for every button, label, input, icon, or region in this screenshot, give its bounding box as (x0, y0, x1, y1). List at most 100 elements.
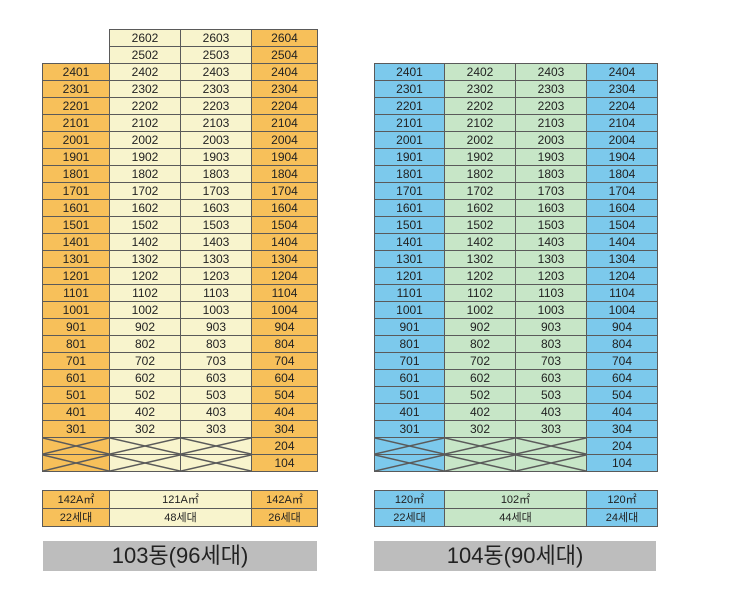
unit-cell: 604 (586, 369, 658, 387)
unit-cell: 1104 (586, 284, 658, 302)
cross-out-icon (109, 437, 181, 455)
unit-cell: 1204 (586, 267, 658, 285)
unit-cell: 803 (180, 335, 252, 353)
unit-cell: 1502 (109, 216, 181, 234)
unit-cell: 2203 (180, 97, 252, 115)
unit-cell: 2204 (251, 97, 318, 115)
unit-cell: 1201 (42, 267, 110, 285)
unit-cell: 502 (444, 386, 516, 404)
cross-out-icon (180, 437, 252, 455)
cross-out-icon (374, 437, 445, 455)
unit-cell: 2204 (586, 97, 658, 115)
unit-cell: 1602 (444, 199, 516, 217)
unit-cell: 1302 (444, 250, 516, 268)
unit-cell: 1904 (586, 148, 658, 166)
unit-type-cell: 120㎡ (374, 490, 445, 509)
unit-cell: 702 (444, 352, 516, 370)
unit-cell: 702 (109, 352, 181, 370)
unit-cell: 204 (251, 437, 318, 455)
unit-cell: 1901 (42, 148, 110, 166)
unit-cell: 2302 (444, 80, 516, 98)
unit-cell: 504 (586, 386, 658, 404)
unit-cell: 601 (374, 369, 445, 387)
unit-cell: 501 (42, 386, 110, 404)
unit-cell: 1804 (251, 165, 318, 183)
cross-out-icon (42, 454, 110, 472)
unit-cell: 2603 (180, 29, 252, 47)
unit-cell: 1002 (109, 301, 181, 319)
unit-cell: 704 (251, 352, 318, 370)
unit-cell: 2102 (444, 114, 516, 132)
unit-cell: 1704 (586, 182, 658, 200)
unit-cell: 1602 (109, 199, 181, 217)
unit-cell: 1902 (444, 148, 516, 166)
unit-cell: 1103 (180, 284, 252, 302)
unit-cell: 2503 (180, 46, 252, 64)
unit-cell: 1601 (374, 199, 445, 217)
unit-cell: 1004 (586, 301, 658, 319)
unit-cell: 1101 (374, 284, 445, 302)
unit-cell: 701 (42, 352, 110, 370)
unit-cell: 2201 (42, 97, 110, 115)
unit-cell: 402 (109, 403, 181, 421)
unit-cell: 1703 (180, 182, 252, 200)
unit-cell: 803 (515, 335, 587, 353)
unit-cell: 2404 (586, 63, 658, 81)
unit-cell: 1202 (109, 267, 181, 285)
unit-cell: 301 (374, 420, 445, 438)
unit-cell: 1301 (374, 250, 445, 268)
household-count-cell: 22세대 (42, 508, 110, 527)
unit-cell: 2301 (42, 80, 110, 98)
unit-cell: 904 (251, 318, 318, 336)
unit-cell: 1801 (374, 165, 445, 183)
unit-cell: 2003 (180, 131, 252, 149)
unit-cell: 1104 (251, 284, 318, 302)
unit-cell: 901 (42, 318, 110, 336)
unit-cell: 1304 (586, 250, 658, 268)
unit-cell: 703 (180, 352, 252, 370)
unit-cell: 1701 (42, 182, 110, 200)
household-count-cell: 24세대 (586, 508, 658, 527)
cross-out-icon (515, 454, 587, 472)
unit-cell: 2201 (374, 97, 445, 115)
unit-cell: 2004 (251, 131, 318, 149)
unit-cell: 801 (42, 335, 110, 353)
unit-cell: 2003 (515, 131, 587, 149)
unit-cell: 1403 (515, 233, 587, 251)
unit-cell: 204 (586, 437, 658, 455)
unit-cell: 504 (251, 386, 318, 404)
unit-cell: 1504 (586, 216, 658, 234)
unit-cell: 2303 (180, 80, 252, 98)
unit-cell: 503 (180, 386, 252, 404)
unit-cell: 1502 (444, 216, 516, 234)
unit-cell: 403 (180, 403, 252, 421)
unit-cell: 1203 (180, 267, 252, 285)
unit-cell: 1201 (374, 267, 445, 285)
unit-cell: 1902 (109, 148, 181, 166)
unit-cell: 104 (586, 454, 658, 472)
unit-cell: 1402 (444, 233, 516, 251)
unit-cell: 603 (515, 369, 587, 387)
unit-cell: 1504 (251, 216, 318, 234)
building-103-label: 103동(96세대) (43, 541, 317, 571)
household-count-cell: 22세대 (374, 508, 445, 527)
unit-cell: 2103 (180, 114, 252, 132)
unit-cell: 501 (374, 386, 445, 404)
unit-cell: 2404 (251, 63, 318, 81)
unit-cell: 903 (515, 318, 587, 336)
unit-cell: 1603 (180, 199, 252, 217)
unit-cell: 2202 (444, 97, 516, 115)
unit-cell: 1002 (444, 301, 516, 319)
unit-cell: 1404 (251, 233, 318, 251)
unit-cell: 703 (515, 352, 587, 370)
unit-cell: 1702 (444, 182, 516, 200)
unit-cell: 1202 (444, 267, 516, 285)
unit-cell: 602 (109, 369, 181, 387)
unit-cell: 802 (109, 335, 181, 353)
household-count-cell: 44세대 (444, 508, 587, 527)
cross-out-icon (180, 454, 252, 472)
unit-cell: 1801 (42, 165, 110, 183)
unit-cell: 2001 (42, 131, 110, 149)
unit-cell: 2102 (109, 114, 181, 132)
unit-cell: 903 (180, 318, 252, 336)
